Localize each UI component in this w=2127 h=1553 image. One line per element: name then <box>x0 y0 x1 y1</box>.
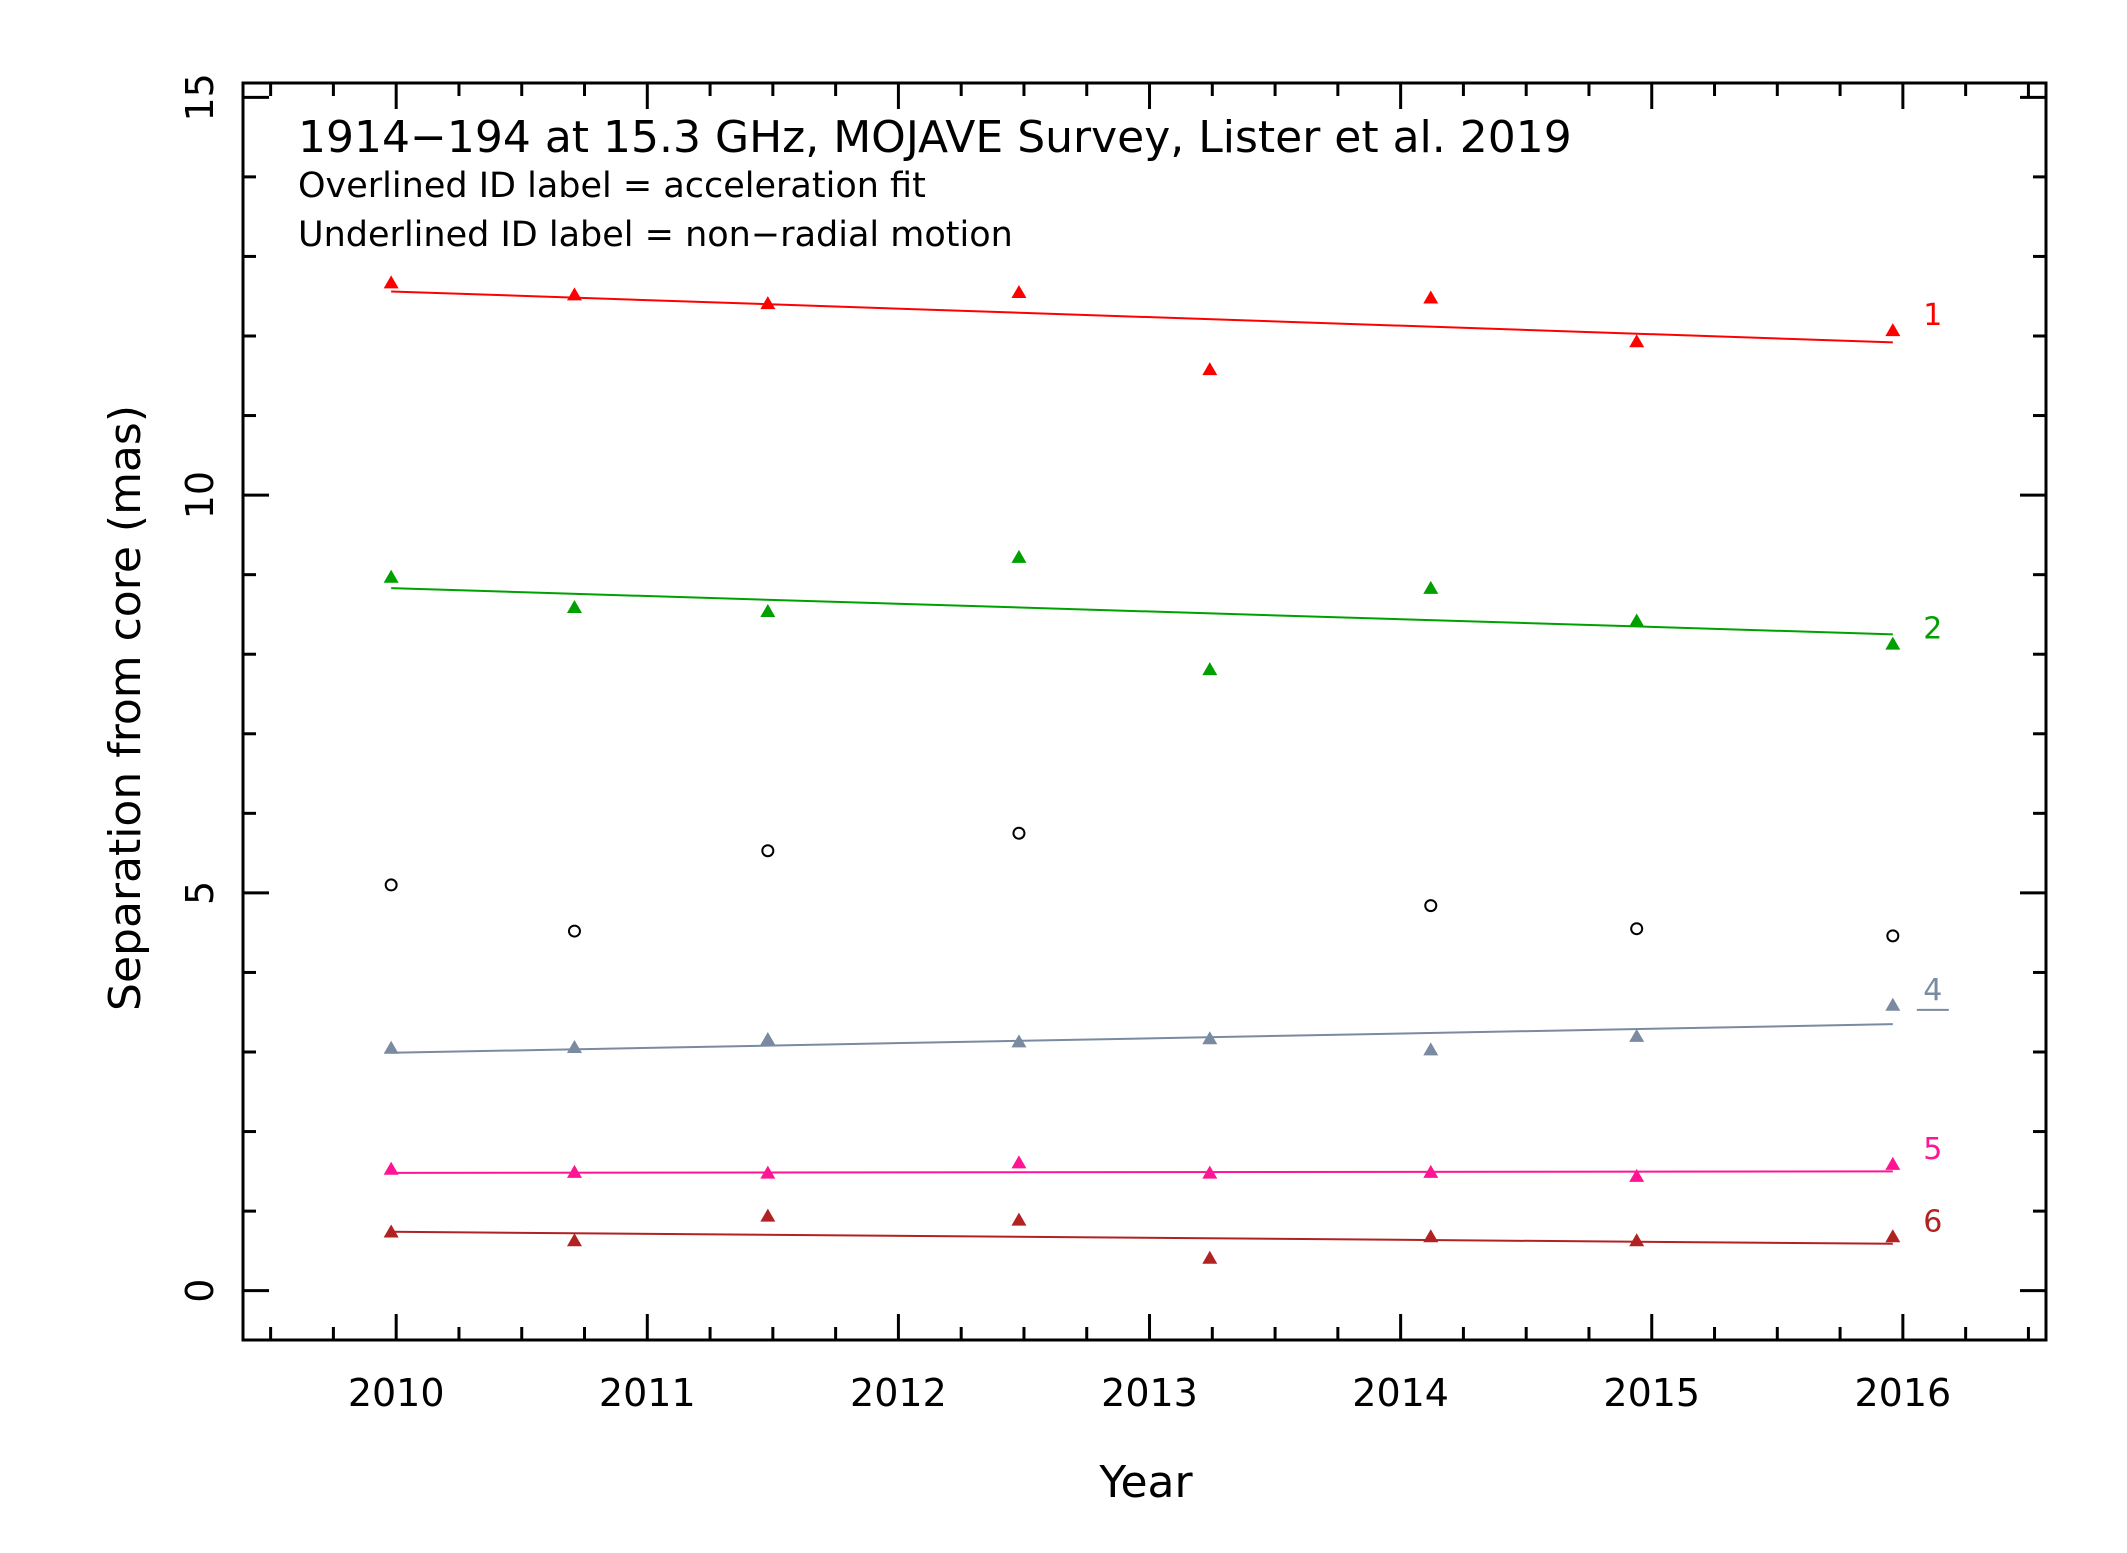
data-point-component-2 <box>383 569 399 583</box>
data-point-component-4 <box>383 1040 399 1054</box>
y-tick-label: 5 <box>178 881 222 905</box>
y-tick-label: 0 <box>178 1279 222 1303</box>
data-point-component-6 <box>1885 1229 1901 1243</box>
data-point-component-5 <box>1011 1155 1027 1169</box>
data-point-component-5 <box>760 1165 776 1179</box>
y-tick-label: 10 <box>178 471 222 519</box>
series-label-component-5: 5 <box>1923 1132 1942 1167</box>
data-point-unassociated <box>1424 899 1438 913</box>
data-point-component-2 <box>566 600 582 614</box>
data-point-component-4 <box>1885 997 1901 1011</box>
data-point-component-2 <box>1011 549 1027 563</box>
data-point-component-2 <box>760 603 776 617</box>
data-point-component-4 <box>1423 1042 1439 1056</box>
chart-title: 1914−194 at 15.3 GHz, MOJAVE Survey, Lis… <box>298 112 1572 163</box>
data-point-component-5 <box>1423 1164 1439 1178</box>
series-label-component-4: 4 <box>1923 973 1942 1008</box>
x-tick-label: 2013 <box>1101 1371 1198 1415</box>
data-point-unassociated <box>761 844 775 858</box>
data-point-unassociated <box>567 924 581 938</box>
data-point-component-1 <box>1423 290 1439 304</box>
data-point-unassociated <box>384 878 398 892</box>
x-tick-label: 2012 <box>850 1371 947 1415</box>
data-point-component-6 <box>383 1224 399 1238</box>
data-point-component-1 <box>760 296 776 310</box>
data-point-component-1 <box>566 287 582 301</box>
data-point-component-5 <box>566 1164 582 1178</box>
fit-line-component-6 <box>391 1230 1893 1245</box>
data-point-component-6 <box>1202 1250 1218 1264</box>
data-point-component-6 <box>566 1233 582 1247</box>
x-axis-label: Year <box>1098 1457 1193 1508</box>
data-point-component-4 <box>760 1032 776 1046</box>
data-point-unassociated <box>1886 929 1900 943</box>
chart-note-acceleration: Overlined ID label = acceleration fit <box>298 166 926 206</box>
data-point-component-5 <box>383 1161 399 1175</box>
data-point-component-4 <box>1011 1034 1027 1048</box>
data-point-component-1 <box>1011 284 1027 298</box>
fit-lines <box>391 290 1893 1245</box>
data-point-component-1 <box>383 275 399 289</box>
data-point-unassociated <box>1630 922 1644 936</box>
series-label-component-6: 6 <box>1923 1204 1942 1239</box>
fit-line-component-2 <box>391 587 1893 636</box>
y-axis-label: Separation from core (mas) <box>100 405 151 1011</box>
data-point-component-1 <box>1885 323 1901 337</box>
data-point-component-4 <box>1202 1031 1218 1045</box>
data-point-component-2 <box>1885 636 1901 650</box>
axis-ticks <box>243 83 2046 1340</box>
y-tick-label: 15 <box>178 73 222 121</box>
data-point-component-2 <box>1629 613 1645 627</box>
fit-line-component-4 <box>391 1023 1893 1054</box>
fit-line-component-1 <box>391 290 1893 344</box>
data-point-component-2 <box>1423 580 1439 594</box>
chart-note-non-radial: Underlined ID label = non−radial motion <box>298 215 1013 255</box>
data-point-component-6 <box>1011 1212 1027 1226</box>
x-tick-label: 2011 <box>599 1371 696 1415</box>
x-tick-label: 2016 <box>1855 1371 1952 1415</box>
x-tick-label: 2010 <box>348 1371 445 1415</box>
data-point-component-4 <box>1629 1028 1645 1042</box>
x-tick-label: 2015 <box>1603 1371 1700 1415</box>
series-id-labels: 1 2 4 5 6 <box>1916 298 1949 1239</box>
data-point-component-5 <box>1885 1156 1901 1170</box>
data-point-component-4 <box>566 1039 582 1053</box>
plot-frame <box>241 81 2048 1342</box>
data-point-component-6 <box>760 1208 776 1222</box>
data-point-unassociated <box>1012 826 1026 840</box>
data-point-component-1 <box>1202 362 1218 376</box>
data-points <box>383 275 1901 1264</box>
fit-line-component-5 <box>391 1170 1893 1174</box>
data-point-component-6 <box>1423 1229 1439 1243</box>
data-point-component-5 <box>1629 1168 1645 1182</box>
data-point-component-2 <box>1202 662 1218 676</box>
x-tick-label: 2014 <box>1352 1371 1449 1415</box>
data-point-component-6 <box>1629 1233 1645 1247</box>
data-point-component-1 <box>1629 334 1645 348</box>
data-point-component-5 <box>1202 1165 1218 1179</box>
series-label-component-1: 1 <box>1923 298 1942 333</box>
series-label-component-2: 2 <box>1923 612 1942 647</box>
